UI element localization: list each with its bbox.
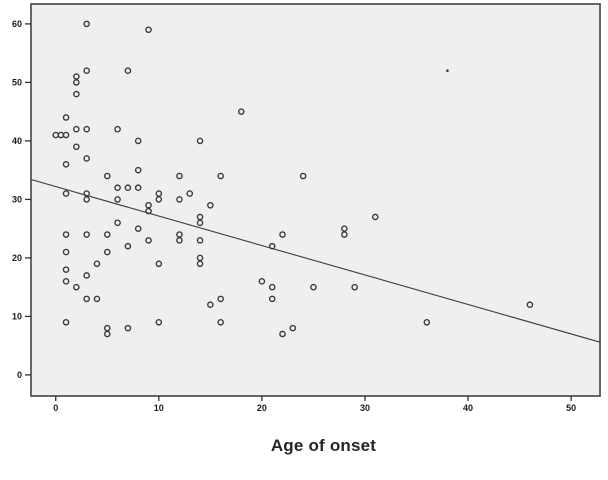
x-tick-label: 30 xyxy=(360,403,370,413)
data-point-marker xyxy=(268,242,276,250)
data-point-marker xyxy=(176,196,183,203)
x-tick-label: 40 xyxy=(463,403,473,413)
data-point-marker xyxy=(83,295,90,303)
data-point-marker xyxy=(268,295,276,303)
data-point-marker xyxy=(73,79,80,86)
y-tick-label: 50 xyxy=(12,77,22,87)
data-point-marker xyxy=(207,301,214,309)
data-point-marker xyxy=(155,196,163,203)
data-point-marker xyxy=(93,260,101,268)
data-point-marker xyxy=(155,260,163,268)
data-point-marker xyxy=(196,219,204,227)
data-point-marker xyxy=(279,330,286,338)
data-point-marker xyxy=(83,272,90,279)
data-point-marker xyxy=(207,201,214,209)
x-tick-label: 10 xyxy=(154,403,164,413)
y-tick-label: 40 xyxy=(12,136,22,146)
data-point-marker xyxy=(279,231,286,238)
data-point-marker xyxy=(83,196,90,203)
data-point-marker xyxy=(73,90,80,98)
data-point-marker xyxy=(289,324,297,332)
y-tick-label: 30 xyxy=(12,194,22,204)
data-point-marker xyxy=(145,26,152,34)
data-point-marker xyxy=(114,184,121,192)
data-point-marker xyxy=(83,231,90,238)
data-point-marker xyxy=(351,283,358,291)
data-point-marker xyxy=(217,318,224,326)
data-point-marker xyxy=(114,125,121,133)
data-point-marker xyxy=(73,125,80,133)
data-point-marker xyxy=(62,278,70,285)
x-axis-ticks: 0 10 20 30 40 50 xyxy=(53,396,576,413)
plot-area xyxy=(30,3,601,397)
x-tick-label: 50 xyxy=(566,403,576,413)
data-point-marker xyxy=(62,114,70,121)
data-point-marker xyxy=(62,318,70,326)
data-point-marker xyxy=(145,237,152,244)
data-point-marker xyxy=(196,237,204,244)
data-point-marker xyxy=(124,324,132,332)
data-point-marker xyxy=(62,248,70,256)
data-point-marker xyxy=(103,330,111,338)
data-point-marker xyxy=(134,184,142,192)
data-point-marker xyxy=(196,137,204,145)
data-point-marker xyxy=(62,231,70,238)
data-point-marker xyxy=(217,172,224,180)
data-point-marker xyxy=(176,237,183,244)
data-point-marker xyxy=(114,196,121,203)
data-point-marker xyxy=(371,213,379,221)
data-point-marker xyxy=(83,20,90,28)
data-point-marker xyxy=(93,295,101,303)
regression-line xyxy=(30,178,601,343)
x-axis-title: Age of onset xyxy=(270,436,377,455)
data-point-marker xyxy=(423,318,431,326)
y-tick-label: 10 xyxy=(12,311,22,321)
data-point-marker xyxy=(103,172,111,180)
data-point-marker xyxy=(62,266,70,273)
data-point-marker xyxy=(124,67,132,74)
y-axis-ticks: 0 10 20 30 40 50 60 xyxy=(12,19,31,380)
data-point-marker xyxy=(83,67,90,74)
data-point-marker xyxy=(176,172,183,180)
data-point-marker xyxy=(73,143,80,151)
data-point-marker xyxy=(217,295,224,303)
data-point-marker xyxy=(196,260,204,268)
small-dot-marker xyxy=(446,69,449,72)
data-point-marker xyxy=(268,283,276,291)
data-point-marker xyxy=(62,190,70,197)
data-point-marker xyxy=(62,131,70,139)
data-point-marker xyxy=(186,190,194,197)
data-point-marker xyxy=(237,108,245,115)
data-point-marker xyxy=(124,242,132,250)
data-point-marker xyxy=(526,301,534,309)
data-point-marker xyxy=(83,125,90,133)
data-point-marker xyxy=(258,278,266,285)
x-tick-label: 0 xyxy=(53,403,58,413)
y-tick-label: 60 xyxy=(12,19,22,29)
data-point-marker xyxy=(114,219,121,227)
x-tick-label: 20 xyxy=(257,403,267,413)
data-point-marker xyxy=(73,283,80,291)
y-tick-label: 0 xyxy=(17,370,22,380)
y-tick-label: 20 xyxy=(12,253,22,263)
data-point-marker xyxy=(103,248,111,256)
data-points xyxy=(52,20,534,338)
data-point-marker xyxy=(299,172,307,180)
data-point-marker xyxy=(83,155,90,162)
data-point-marker xyxy=(103,231,111,238)
data-point-marker xyxy=(134,225,142,232)
data-point-marker xyxy=(124,184,132,192)
data-point-marker xyxy=(310,283,317,291)
data-point-marker xyxy=(62,161,70,168)
data-point-marker xyxy=(341,231,348,238)
data-point-marker xyxy=(145,207,152,215)
data-point-marker xyxy=(155,318,163,326)
data-point-marker xyxy=(134,166,142,174)
data-point-marker xyxy=(134,137,142,145)
